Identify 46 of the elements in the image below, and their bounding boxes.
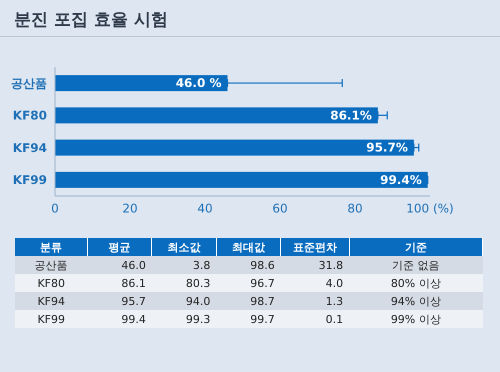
text: 최소값 bbox=[152, 238, 216, 256]
text: 80.3 bbox=[184, 276, 212, 292]
y-tick-label: 공산품 bbox=[11, 76, 47, 90]
text: 94.0 bbox=[184, 294, 212, 310]
text: 99.4 bbox=[120, 312, 147, 328]
text: 99.3 bbox=[184, 312, 212, 328]
text: 1.3 bbox=[324, 294, 344, 310]
text: 86.1 bbox=[120, 276, 147, 292]
x-tick-label: 0 bbox=[51, 202, 59, 216]
x-tick-label: 20 bbox=[122, 202, 138, 216]
x-tick-label: 100 (%) bbox=[406, 202, 454, 216]
text: 최대값 bbox=[216, 238, 281, 256]
y-tick-label: KF80 bbox=[12, 108, 47, 123]
data-label: 99.4% bbox=[380, 172, 422, 187]
text: 평균 bbox=[87, 238, 152, 256]
text: 기준 bbox=[349, 238, 482, 256]
data-label: 86.1% bbox=[330, 108, 372, 122]
text: KF80 bbox=[36, 276, 66, 292]
text: 95.7 bbox=[120, 294, 147, 310]
text: KF99 bbox=[36, 312, 66, 328]
text: 3.8 bbox=[192, 258, 212, 274]
x-tick-label: 60 bbox=[272, 202, 288, 216]
x-tick-label: 80 bbox=[347, 202, 363, 216]
data-label: 46.0 % bbox=[176, 76, 222, 90]
text: 99% 이상 bbox=[390, 312, 442, 328]
text: 96.7 bbox=[249, 276, 276, 292]
text: 공산품 bbox=[34, 258, 69, 274]
text: KF94 bbox=[36, 294, 66, 310]
text: 94% 이상 bbox=[390, 294, 442, 310]
text: 98.7 bbox=[249, 294, 276, 310]
text: 기준 없음 bbox=[391, 258, 441, 274]
text: 46.0 bbox=[120, 258, 147, 274]
chart-title: 분진 포집 효율 시험 bbox=[14, 9, 168, 31]
text: 0.1 bbox=[324, 312, 344, 328]
text: 31.8 bbox=[318, 258, 344, 274]
bar bbox=[55, 172, 428, 188]
y-tick-label: KF99 bbox=[12, 173, 47, 188]
text: 4.0 bbox=[324, 276, 344, 292]
data-label: 95.7% bbox=[366, 140, 408, 155]
text: 99.7 bbox=[249, 312, 276, 328]
text: 분류 bbox=[15, 238, 88, 256]
y-tick-label: KF94 bbox=[12, 140, 47, 155]
text: 80% 이상 bbox=[390, 276, 442, 292]
text: 98.6 bbox=[249, 258, 276, 274]
text: 표준편차 bbox=[280, 238, 350, 256]
x-tick-label: 40 bbox=[197, 202, 213, 216]
